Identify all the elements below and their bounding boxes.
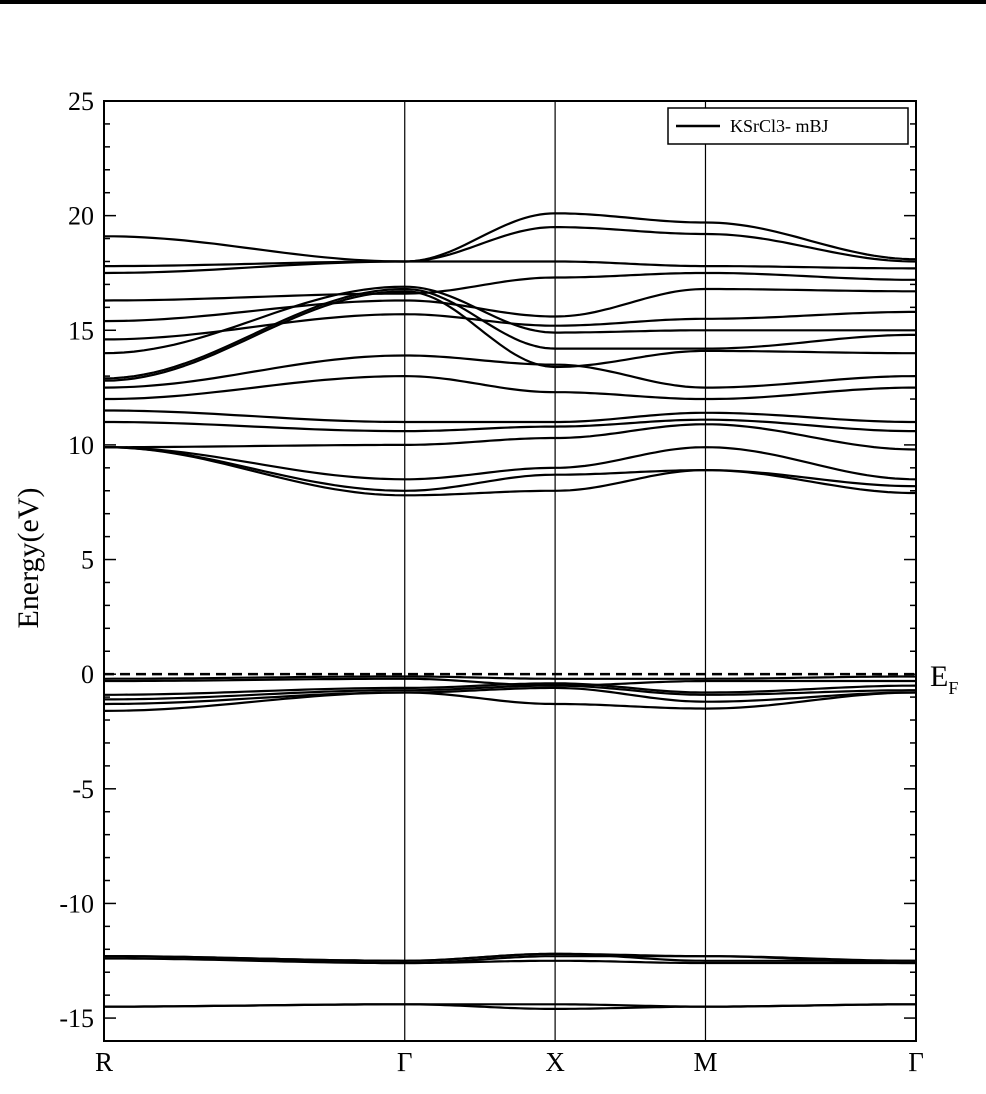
legend: KSrCl3- mBJ (667, 107, 909, 145)
x-tick-label: X (545, 1047, 565, 1077)
x-tick-label: M (693, 1047, 717, 1077)
y-tick-label: 25 (68, 87, 94, 116)
band-lines (103, 212, 917, 1010)
x-tick-label: R (95, 1047, 113, 1077)
band-line-11 (104, 677, 916, 687)
y-tick-label: 15 (68, 316, 94, 345)
high-symmetry-lines (404, 101, 707, 1041)
plot-frame (103, 100, 917, 1042)
legend-label: KSrCl3- mBJ (730, 116, 829, 136)
band-line-18 (104, 409, 916, 424)
y-tick-label: 20 (68, 202, 94, 231)
fermi-level-label: EF (930, 660, 958, 698)
y-tick-label: 10 (68, 431, 94, 460)
fermi-label-subscript: F (948, 678, 958, 698)
band-line-14 (103, 446, 917, 492)
band-line-22 (103, 287, 916, 380)
y-tick-labels: 25 20 15 10 5 0 -5 -10 -15 (59, 87, 94, 1033)
x-tick-label: Γ (397, 1047, 413, 1077)
band-line-12 (103, 675, 916, 680)
band-line-27 (103, 260, 916, 275)
x-tick-label: Γ (908, 1047, 924, 1077)
y-axis-label: Energy(eV) (12, 487, 45, 628)
top-border-rule (0, 0, 986, 4)
y-tick-label: -15 (59, 1004, 94, 1033)
band-line-29 (104, 212, 917, 263)
band-line-20 (103, 354, 917, 389)
y-tick-label: 5 (81, 546, 94, 575)
y-tick-label: 0 (81, 660, 94, 689)
band-line-19 (104, 375, 916, 401)
band-line-28 (104, 226, 917, 268)
fermi-label-main: E (930, 660, 948, 693)
axis-ticks (104, 100, 916, 1042)
y-tick-label: -10 (59, 889, 94, 918)
band-line-26 (103, 271, 916, 302)
y-tick-label: -5 (72, 775, 94, 804)
